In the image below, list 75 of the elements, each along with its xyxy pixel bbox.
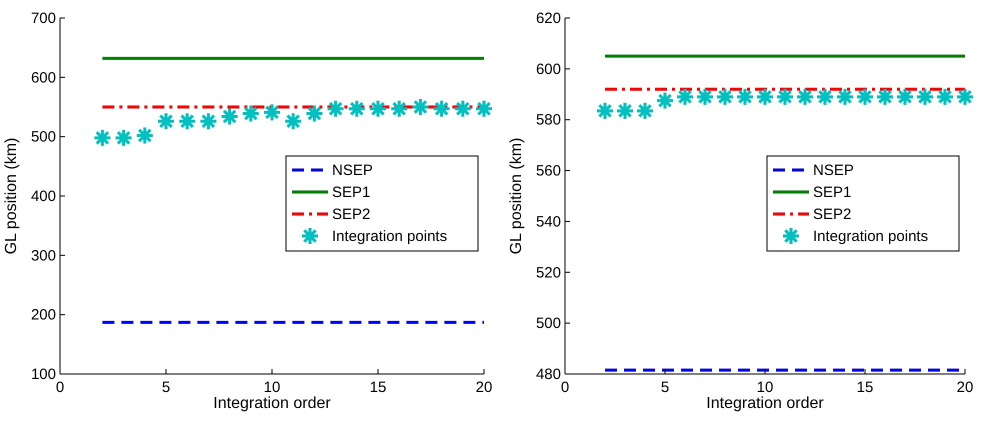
legend-label: NSEP — [813, 162, 854, 179]
y-tick-label: 500 — [536, 315, 561, 332]
point — [284, 112, 303, 131]
point — [916, 87, 934, 106]
legend-label: SEP2 — [332, 206, 370, 223]
y-tick-label: 540 — [536, 213, 561, 230]
y-tick-label: 600 — [536, 60, 561, 78]
x-axis-title: Integration order — [706, 395, 824, 412]
point — [453, 99, 472, 118]
point — [241, 104, 260, 124]
y-tick-label: 620 — [536, 10, 561, 27]
point — [92, 128, 112, 148]
point — [676, 87, 694, 106]
point — [936, 87, 954, 106]
legend-label: NSEP — [332, 162, 373, 179]
x-tick-label: 10 — [264, 379, 280, 396]
point — [198, 112, 218, 131]
point — [114, 128, 134, 148]
point — [776, 87, 794, 106]
x-tick-label: 15 — [856, 379, 874, 396]
y-tick-label: 480 — [536, 366, 561, 383]
x-tick-label: 10 — [756, 379, 774, 396]
point — [326, 99, 346, 118]
point — [816, 87, 834, 106]
point — [220, 106, 240, 126]
point — [736, 87, 754, 106]
legend-label: SEP1 — [332, 184, 370, 201]
x-tick-label: 20 — [956, 379, 974, 396]
legend-label: SEP1 — [813, 184, 852, 201]
point — [696, 87, 714, 106]
y-axis-title: GL position (km) — [3, 138, 20, 254]
x-tick-label: 0 — [560, 379, 570, 396]
point — [410, 98, 430, 116]
x-tick-label: 5 — [162, 379, 170, 396]
point — [636, 101, 654, 120]
point — [390, 99, 409, 118]
y-tick-label: 100 — [30, 366, 56, 383]
legend-label: SEP2 — [813, 206, 852, 223]
point — [836, 87, 854, 106]
x-tick-label: 20 — [476, 379, 492, 396]
point — [956, 87, 974, 106]
point — [156, 112, 176, 131]
point — [756, 87, 774, 106]
y-tick-label: 600 — [30, 69, 56, 86]
y-axis-title: GL position (km) — [508, 138, 525, 254]
point — [856, 87, 874, 106]
y-tick-label: 400 — [30, 188, 56, 205]
point — [347, 99, 366, 118]
y-tick-label: 500 — [30, 128, 56, 146]
point — [304, 104, 324, 124]
x-axis-title: Integration order — [213, 395, 332, 412]
point — [262, 102, 282, 122]
point — [178, 112, 197, 131]
point — [616, 101, 634, 120]
point — [368, 99, 388, 118]
x-tick-label: 5 — [660, 379, 670, 396]
point — [896, 87, 914, 106]
point — [656, 91, 674, 110]
legend-label: Integration points — [332, 228, 448, 245]
point — [135, 126, 154, 145]
point — [796, 87, 814, 106]
x-tick-label: 15 — [370, 379, 386, 396]
point — [432, 99, 452, 118]
y-tick-label: 700 — [30, 10, 56, 27]
point — [596, 101, 614, 120]
point — [474, 99, 494, 118]
y-tick-label: 200 — [30, 306, 56, 324]
y-tick-label: 520 — [536, 264, 561, 282]
y-tick-label: 560 — [536, 162, 561, 180]
y-tick-label: 300 — [30, 247, 56, 264]
legend-label: Integration points — [813, 228, 928, 245]
point — [716, 87, 734, 106]
point — [876, 87, 894, 106]
y-tick-label: 580 — [536, 112, 561, 129]
x-tick-label: 0 — [56, 379, 64, 396]
